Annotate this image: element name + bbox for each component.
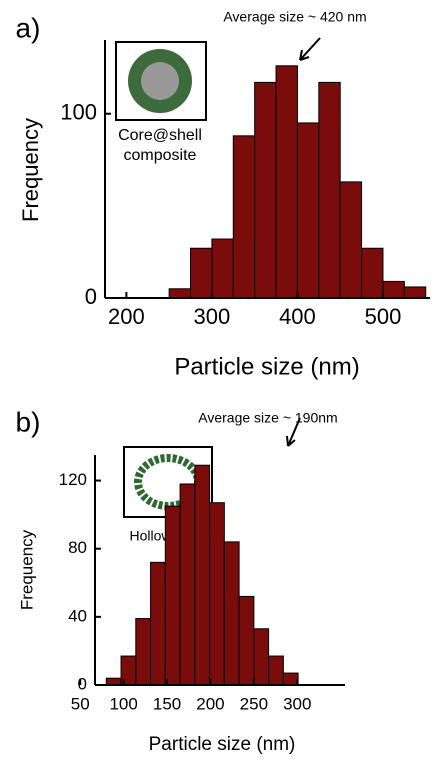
annotation: Average size ~ 190nm [198,410,337,426]
annotation: Average size ~ 420 nm [223,9,366,25]
y-axis-label: Frequency [17,529,36,610]
bar [282,672,299,686]
y-tick-label: 120 [59,470,87,489]
bar [223,541,240,686]
bar [232,135,256,299]
x-tick-label: 150 [153,694,181,713]
x-tick-label: 300 [194,304,231,329]
bar [296,122,320,299]
y-tick-label: 40 [68,606,87,625]
bar [238,595,255,686]
bar [164,505,181,686]
y-tick-label: 0 [78,674,87,693]
bar [339,181,363,299]
bar [318,81,341,299]
bar [403,286,427,299]
bar [168,288,192,299]
x-tick-label: 200 [196,694,224,713]
bar [275,65,298,299]
x-tick-label: 500 [365,304,402,329]
bar [150,561,166,686]
inset-label: composite [124,147,197,164]
y-tick-label: 100 [60,100,97,125]
bar [105,677,122,686]
panel-label: a) [16,12,41,43]
bar [179,483,196,686]
bar [361,247,384,299]
panel-label: b) [16,406,41,437]
bar [254,81,277,299]
x-tick-label: 250 [240,694,268,713]
bar [268,655,284,686]
inset-label: Core@shell [118,127,202,144]
bar [253,628,270,686]
bar [382,280,405,299]
bar [211,238,234,299]
y-tick-label: 80 [68,538,87,557]
bar [194,464,211,686]
bar [209,502,225,686]
x-tick-label: 400 [279,304,316,329]
x-tick-label: 50 [71,694,90,713]
y-tick-label: 0 [85,284,97,309]
arrow [299,37,321,61]
x-tick-label: 300 [283,694,311,713]
bar [190,247,213,299]
y-axis-label: Frequency [18,118,43,222]
x-axis-label: Particle size (nm) [174,353,359,380]
x-tick-label: 200 [108,304,145,329]
bar [135,618,152,686]
inset-a [115,41,207,121]
arrow [286,417,301,447]
x-tick-label: 100 [109,694,137,713]
x-axis-label: Particle size (nm) [149,734,296,755]
